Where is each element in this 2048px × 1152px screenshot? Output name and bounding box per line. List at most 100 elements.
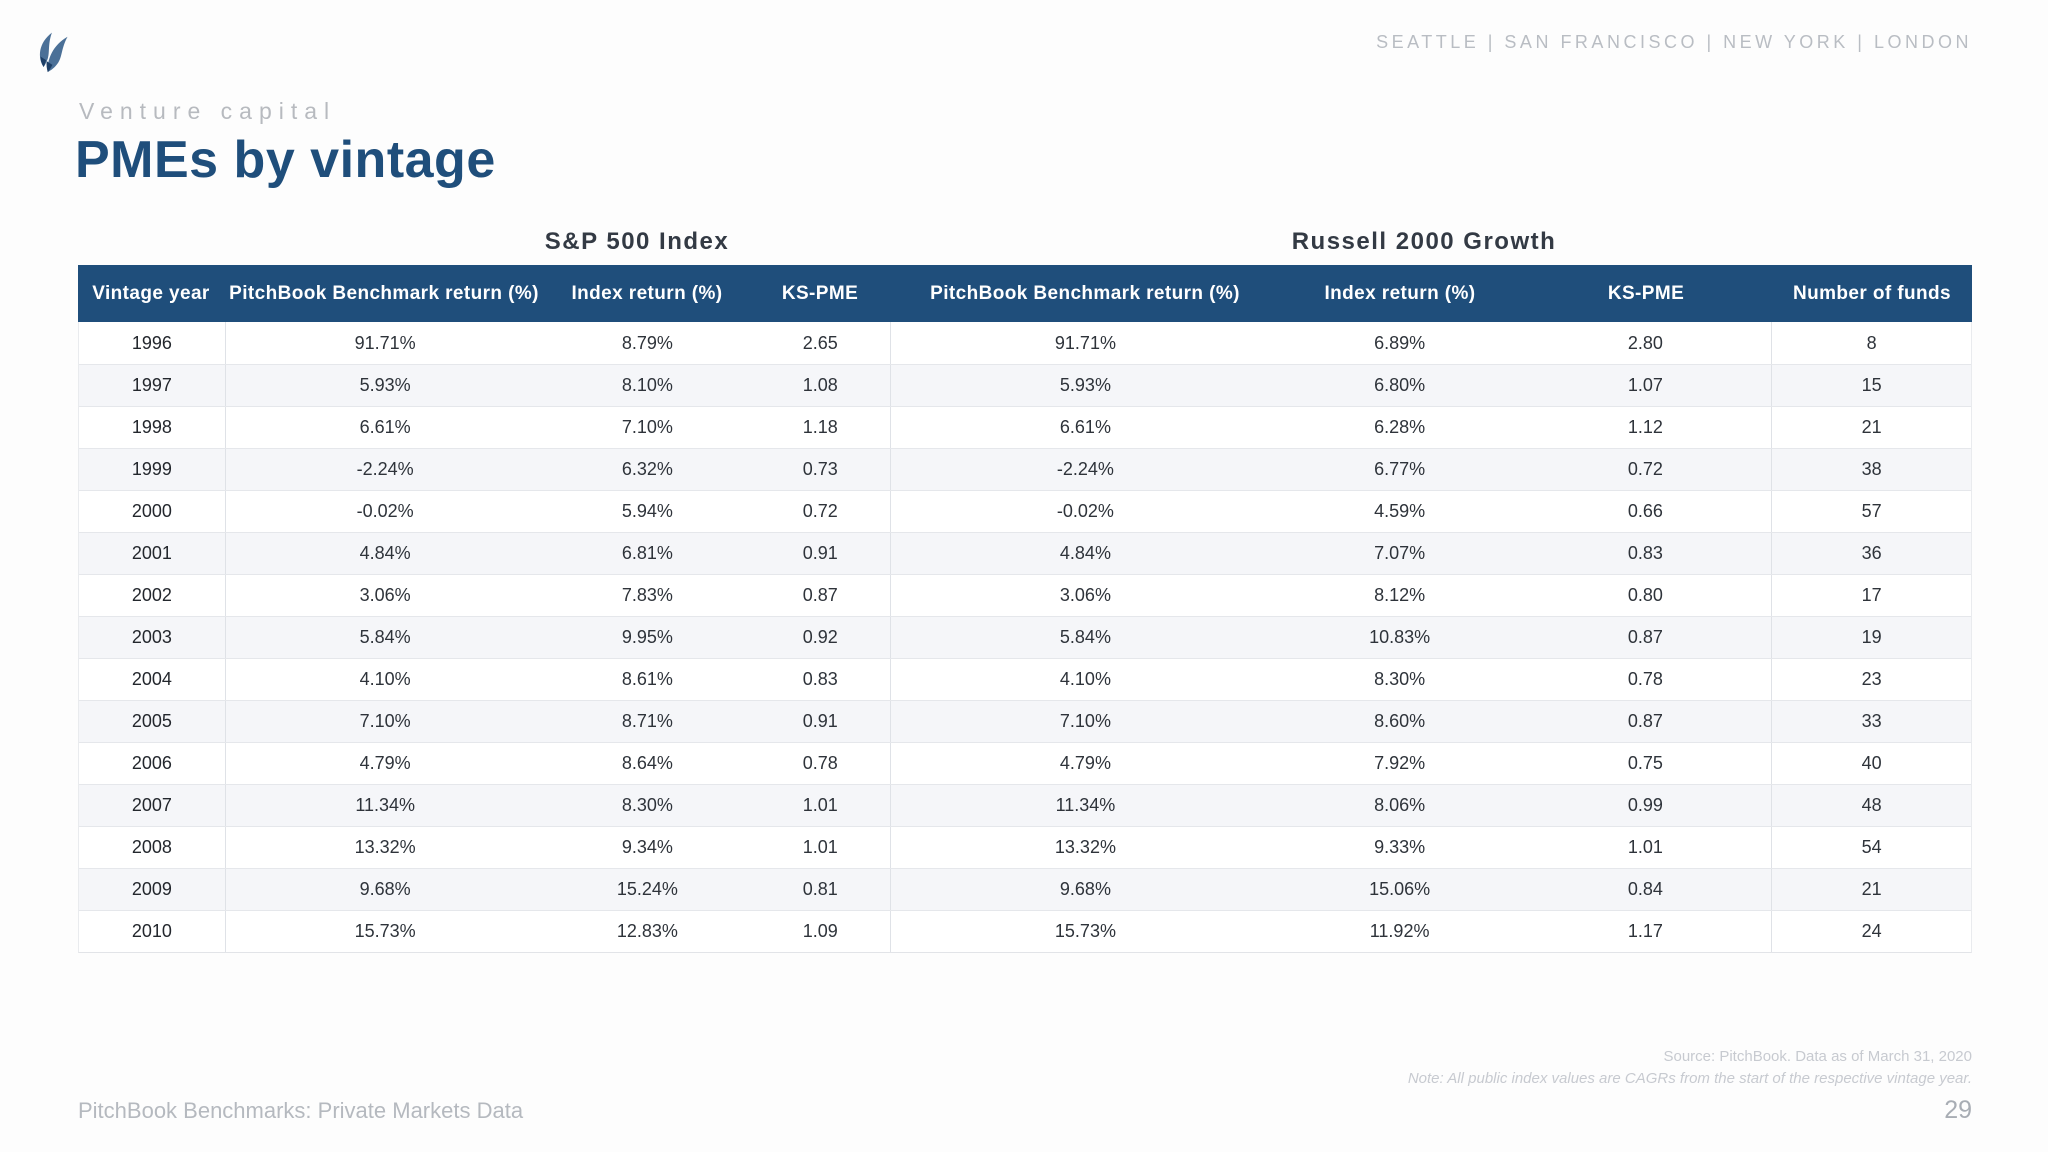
cell-ru-ks-pme: 0.87 [1627, 627, 1663, 647]
cell-number-of-funds: 48 [1771, 785, 1971, 826]
cell-ru-index-return: 7.07% [1374, 543, 1426, 563]
cell-ru-benchmark-return: -0.02% [890, 491, 1280, 532]
cell-sp-index-return: 7.83% [621, 585, 673, 605]
cell-number-of-funds: 40 [1771, 743, 1971, 784]
cell-ru-ks-pme: 0.99 [1627, 795, 1663, 815]
footnotes: Source: PitchBook. Data as of March 31, … [1408, 1046, 1972, 1090]
table-row: 1997 5.93% 8.10% 1.08 5.93% 6.80% 1.07 1… [79, 364, 1971, 406]
cell-vintage-year: 1998 [131, 417, 172, 437]
cell-number-of-funds: 36 [1771, 533, 1971, 574]
cell-ru-index-return: 15.06% [1369, 879, 1431, 899]
column-header-sp-ks-pme: KS-PME [781, 282, 859, 304]
cell-ru-ks-pme: 2.80 [1627, 332, 1663, 353]
cell-sp-ks-pme: 0.87 [802, 585, 838, 605]
cell-ru-index-return: 6.77% [1374, 459, 1426, 479]
cell-sp-benchmark-return: 4.10% [224, 659, 545, 700]
cell-ru-benchmark-return: 4.10% [890, 659, 1280, 700]
table-row: 1999 -2.24% 6.32% 0.73 -2.24% 6.77% 0.72… [79, 448, 1971, 490]
cell-ru-index-return: 4.59% [1374, 501, 1426, 521]
cell-ru-benchmark-return: 9.68% [890, 869, 1280, 910]
cell-ru-benchmark-return: 5.93% [890, 365, 1280, 406]
cell-sp-benchmark-return: -0.02% [224, 491, 545, 532]
cell-sp-ks-pme: 1.01 [802, 837, 838, 857]
group-header-russell2000: Russell 2000 Growth [1291, 228, 1557, 255]
cell-ru-ks-pme: 1.07 [1627, 375, 1663, 395]
cell-vintage-year: 2004 [131, 669, 172, 689]
cell-ru-index-return: 11.92% [1369, 921, 1430, 941]
table-row: 2004 4.10% 8.61% 0.83 4.10% 8.30% 0.78 2… [79, 658, 1971, 700]
cell-sp-ks-pme: 2.65 [802, 332, 838, 353]
cell-sp-ks-pme: 1.08 [802, 375, 838, 395]
cell-sp-ks-pme: 0.83 [802, 669, 838, 689]
table-row: 2008 13.32% 9.34% 1.01 13.32% 9.33% 1.01… [79, 826, 1971, 868]
cell-vintage-year: 2003 [131, 627, 172, 647]
cell-sp-benchmark-return: 13.32% [224, 827, 545, 868]
column-header-vintage-year: Vintage year [92, 282, 210, 304]
cell-ru-benchmark-return: 7.10% [890, 701, 1280, 742]
cell-number-of-funds: 21 [1771, 869, 1971, 910]
cell-sp-benchmark-return: 11.34% [224, 785, 545, 826]
cell-sp-ks-pme: 0.73 [802, 459, 838, 479]
cell-sp-benchmark-return: 4.79% [224, 743, 545, 784]
cell-sp-index-return: 8.71% [621, 711, 673, 731]
cell-sp-benchmark-return: 5.84% [224, 617, 545, 658]
cell-vintage-year: 2007 [131, 795, 172, 815]
table-row: 2005 7.10% 8.71% 0.91 7.10% 8.60% 0.87 3… [79, 700, 1971, 742]
cell-ru-benchmark-return: 5.84% [890, 617, 1280, 658]
cell-sp-index-return: 5.94% [621, 501, 673, 521]
office-locations: SEATTLE | SAN FRANCISCO | NEW YORK | LON… [1376, 32, 1972, 52]
table-row: 2000 -0.02% 5.94% 0.72 -0.02% 4.59% 0.66… [79, 490, 1971, 532]
cell-ru-ks-pme: 0.87 [1627, 711, 1663, 731]
column-header-ru-benchmark-return: PitchBook Benchmark return (%) [930, 282, 1240, 304]
column-header-sp-index-return: Index return (%) [571, 282, 723, 304]
table-row: 1996 91.71% 8.79% 2.65 91.71% 6.89% 2.80… [79, 322, 1971, 364]
cell-sp-ks-pme: 0.78 [802, 753, 838, 773]
cell-sp-index-return: 6.81% [621, 543, 673, 563]
cell-ru-benchmark-return: 91.71% [890, 322, 1280, 364]
cell-vintage-year: 1997 [131, 375, 172, 395]
cell-sp-index-return: 8.30% [621, 795, 673, 815]
cell-sp-benchmark-return: 9.68% [224, 869, 545, 910]
cell-sp-ks-pme: 1.09 [802, 921, 838, 941]
column-header-ru-ks-pme: KS-PME [1607, 282, 1685, 304]
footnote-note: Note: All public index values are CAGRs … [1407, 1069, 1972, 1087]
cell-number-of-funds: 15 [1771, 365, 1971, 406]
cell-ru-index-return: 8.30% [1374, 669, 1426, 689]
cell-number-of-funds: 17 [1771, 575, 1971, 616]
cell-ru-benchmark-return: 11.34% [890, 785, 1280, 826]
cell-sp-ks-pme: 1.18 [802, 417, 838, 437]
table-row: 2009 9.68% 15.24% 0.81 9.68% 15.06% 0.84… [79, 868, 1971, 910]
category-label: Venture capital [79, 98, 337, 124]
table-row: 1998 6.61% 7.10% 1.18 6.61% 6.28% 1.12 2… [79, 406, 1971, 448]
cell-sp-ks-pme: 0.81 [802, 879, 838, 899]
table-row: 2006 4.79% 8.64% 0.78 4.79% 7.92% 0.75 4… [79, 742, 1971, 784]
cell-number-of-funds: 24 [1771, 911, 1971, 952]
cell-vintage-year: 2000 [131, 501, 172, 521]
cell-ru-ks-pme: 1.01 [1627, 837, 1663, 857]
table-body: 1996 91.71% 8.79% 2.65 91.71% 6.89% 2.80… [78, 322, 1972, 953]
cell-ru-ks-pme: 0.75 [1627, 753, 1663, 773]
cell-ru-benchmark-return: -2.24% [890, 449, 1280, 490]
cell-vintage-year: 2002 [131, 585, 172, 605]
cell-vintage-year: 2005 [131, 711, 172, 731]
cell-sp-benchmark-return: 15.73% [224, 911, 545, 952]
page-number: 29 [1944, 1096, 1972, 1124]
cell-sp-benchmark-return: 91.71% [224, 322, 545, 364]
cell-sp-benchmark-return: 7.10% [224, 701, 545, 742]
cell-ru-index-return: 6.89% [1374, 332, 1426, 353]
cell-number-of-funds: 19 [1771, 617, 1971, 658]
cell-vintage-year: 1996 [131, 332, 172, 353]
cell-sp-index-return: 8.79% [621, 332, 673, 353]
table-header-row: Vintage year PitchBook Benchmark return … [78, 265, 1972, 322]
cell-vintage-year: 2008 [131, 837, 172, 857]
column-header-number-of-funds: Number of funds [1793, 282, 1951, 304]
cell-sp-benchmark-return: 3.06% [224, 575, 545, 616]
cell-vintage-year: 2010 [131, 921, 172, 941]
cell-number-of-funds: 8 [1771, 322, 1971, 364]
cell-number-of-funds: 57 [1771, 491, 1971, 532]
cell-vintage-year: 2006 [131, 753, 172, 773]
column-header-ru-index-return: Index return (%) [1324, 282, 1476, 304]
column-header-sp-benchmark-return: PitchBook Benchmark return (%) [229, 282, 539, 304]
cell-ru-index-return: 6.28% [1374, 417, 1426, 437]
cell-sp-index-return: 9.34% [621, 837, 673, 857]
